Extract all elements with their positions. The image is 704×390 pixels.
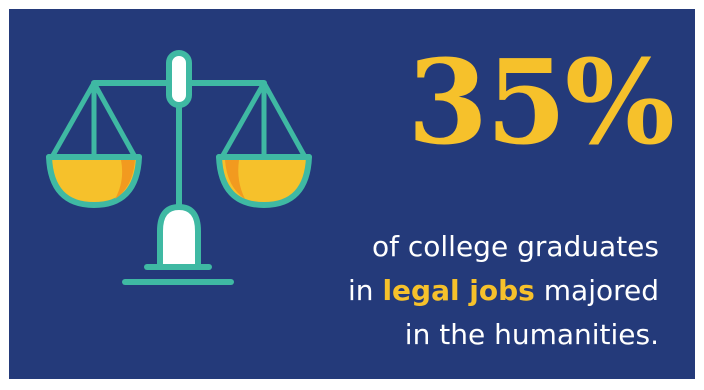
caption-line-2-prefix: in <box>348 274 383 307</box>
caption: of college graduates in legal jobs major… <box>279 225 659 357</box>
caption-line-2: in legal jobs majored <box>279 269 659 313</box>
infographic-panel: 35% of college graduates in legal jobs m… <box>9 9 695 379</box>
caption-line-1: of college graduates <box>371 230 659 263</box>
caption-line-3: in the humanities. <box>404 318 659 351</box>
scales-of-justice-icon <box>46 50 312 285</box>
caption-highlight: legal jobs <box>382 274 535 307</box>
stat-value: 35% <box>407 35 675 171</box>
caption-line-2-suffix: majored <box>534 274 659 307</box>
